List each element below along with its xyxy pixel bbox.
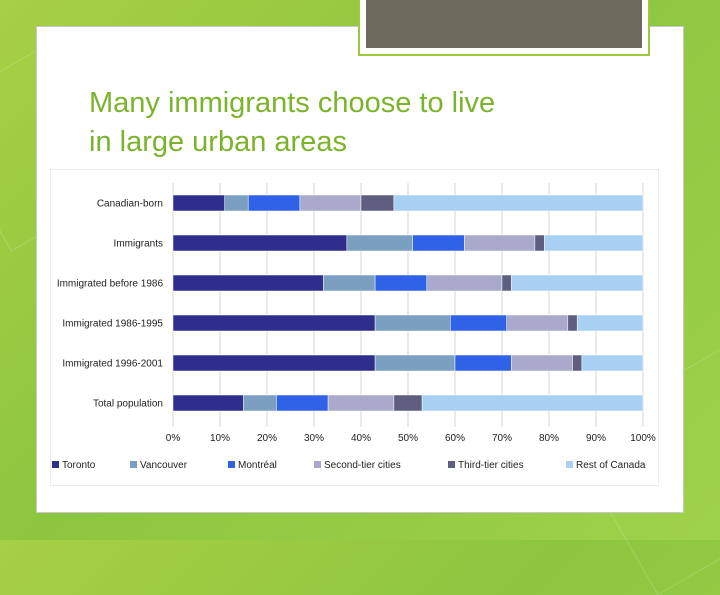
bar-segment (172, 354, 376, 372)
bar-segment (450, 314, 507, 332)
legend-swatch (566, 461, 573, 468)
bar-segment (511, 354, 573, 372)
x-tick-label: 60% (445, 433, 465, 444)
category-label: Canadian-born (97, 199, 163, 210)
category-label: Immigrated 1986-1995 (62, 319, 163, 330)
bar-segment (393, 194, 644, 212)
bar-segment (426, 274, 503, 292)
slide-title: Many immigrants choose to live in large … (89, 84, 649, 162)
slide-title-line-1: Many immigrants choose to live (89, 87, 496, 119)
bar-segment (224, 194, 249, 212)
x-tick-label: 70% (492, 433, 512, 444)
bar-segment (572, 354, 583, 372)
category-label: Immigrated 1996-2001 (62, 359, 163, 370)
bar-segment (327, 394, 395, 412)
bar-segment (576, 314, 644, 332)
bar-segment (567, 314, 578, 332)
x-tick-label: 100% (630, 433, 656, 444)
slide-title-line-2: in large urban areas (89, 126, 347, 158)
slide-thumbnail-image (366, 0, 642, 48)
x-tick-label: 50% (398, 433, 418, 444)
bar-segment (299, 194, 362, 212)
bar-segment (581, 354, 644, 372)
bar-segment (172, 274, 324, 292)
bar-segment (544, 234, 644, 252)
bar-segment (172, 194, 225, 212)
bar-segment (172, 394, 244, 412)
legend-swatch (130, 461, 137, 468)
legend-label: Montréal (238, 460, 277, 471)
bar-segment (501, 274, 512, 292)
bar-segment (454, 354, 512, 372)
x-tick-label: 80% (539, 433, 559, 444)
bar-segment (346, 234, 413, 252)
category-label: Total population (93, 399, 163, 410)
x-tick-label: 90% (586, 433, 606, 444)
bar-segment (506, 314, 569, 332)
legend-label: Toronto (62, 460, 96, 471)
bar-segment (464, 234, 536, 252)
bar-segment (247, 194, 301, 212)
legend-swatch (52, 461, 59, 468)
bar-segment (172, 314, 376, 332)
legend-label: Third-tier cities (458, 460, 524, 471)
legend-label: Second-tier cities (324, 460, 401, 471)
legend-swatch (228, 461, 235, 468)
legend-label: Vancouver (140, 460, 188, 471)
bar-segment (172, 234, 348, 252)
bar-segment (276, 394, 329, 412)
bar-segment (243, 394, 277, 412)
category-label: Immigrants (114, 239, 163, 250)
bar-segment (393, 394, 423, 412)
bar-segment (374, 274, 428, 292)
bar-segment (421, 394, 644, 412)
legend-swatch (314, 461, 321, 468)
bar-segment (360, 194, 395, 212)
bar-segment (534, 234, 545, 252)
x-tick-label: 0% (166, 433, 181, 444)
x-tick-label: 40% (351, 433, 371, 444)
legend-label: Rest of Canada (576, 460, 646, 471)
bar-segment (374, 314, 451, 332)
bar-segment (511, 274, 644, 292)
legend-swatch (448, 461, 455, 468)
x-tick-label: 30% (304, 433, 324, 444)
stacked-bar-chart: 0% 10% 20% 30% 40% 50% 60% 70% 80% 90% 100% Canadia… (50, 169, 659, 486)
x-tick-label: 10% (210, 433, 230, 444)
bar-segment (323, 274, 376, 292)
bar-segment (374, 354, 456, 372)
bar-segment (412, 234, 465, 252)
category-label: Immigrated before 1986 (57, 279, 164, 290)
x-tick-label: 20% (257, 433, 277, 444)
